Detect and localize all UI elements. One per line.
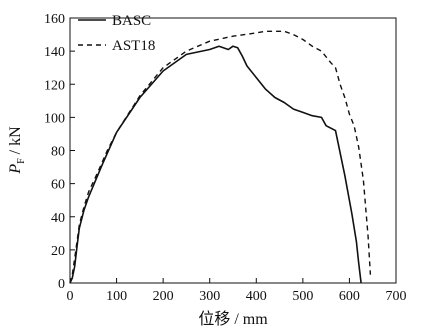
x-tick-label: 100 bbox=[106, 289, 127, 304]
y-tick-label: 60 bbox=[51, 178, 65, 193]
legend-label-basc: BASC bbox=[112, 13, 151, 29]
x-tick-label: 200 bbox=[153, 289, 174, 304]
plot-frame bbox=[69, 17, 397, 284]
x-tick-label: 400 bbox=[246, 289, 267, 304]
x-tick-label: 300 bbox=[199, 289, 220, 304]
y-axis-symbol: P bbox=[7, 164, 24, 175]
y-axis-subscript: F bbox=[16, 158, 27, 164]
y-axis-unit: / kN bbox=[7, 126, 24, 158]
legend: BASC AST18 bbox=[78, 13, 155, 54]
x-tick-label: 700 bbox=[386, 289, 407, 304]
y-tick-label: 40 bbox=[51, 211, 65, 226]
y-tick-label: 80 bbox=[51, 145, 65, 160]
y-tick-label: 140 bbox=[44, 45, 65, 60]
y-tick-label: 100 bbox=[44, 111, 65, 126]
y-tick-label: 120 bbox=[44, 78, 65, 93]
series-layer bbox=[69, 30, 372, 284]
series-line-ast18 bbox=[69, 30, 372, 284]
y-axis-title: PF / kN bbox=[7, 126, 27, 175]
legend-label-ast18: AST18 bbox=[112, 38, 155, 54]
x-axis-title: 位移 / mm bbox=[198, 310, 268, 328]
y-tick-label: 20 bbox=[51, 244, 65, 259]
y-tick-label: 0 bbox=[58, 277, 65, 292]
y-tick-label: 160 bbox=[44, 12, 65, 27]
x-tick-label: 0 bbox=[67, 289, 74, 304]
x-ticks: 0 100 200 300 400 500 600 700 bbox=[67, 278, 407, 304]
x-tick-label: 600 bbox=[339, 289, 360, 304]
axes bbox=[69, 17, 397, 284]
series-line-basc bbox=[69, 45, 362, 284]
y-ticks: 0 20 40 60 80 100 120 140 160 bbox=[44, 12, 75, 292]
x-tick-label: 500 bbox=[292, 289, 313, 304]
